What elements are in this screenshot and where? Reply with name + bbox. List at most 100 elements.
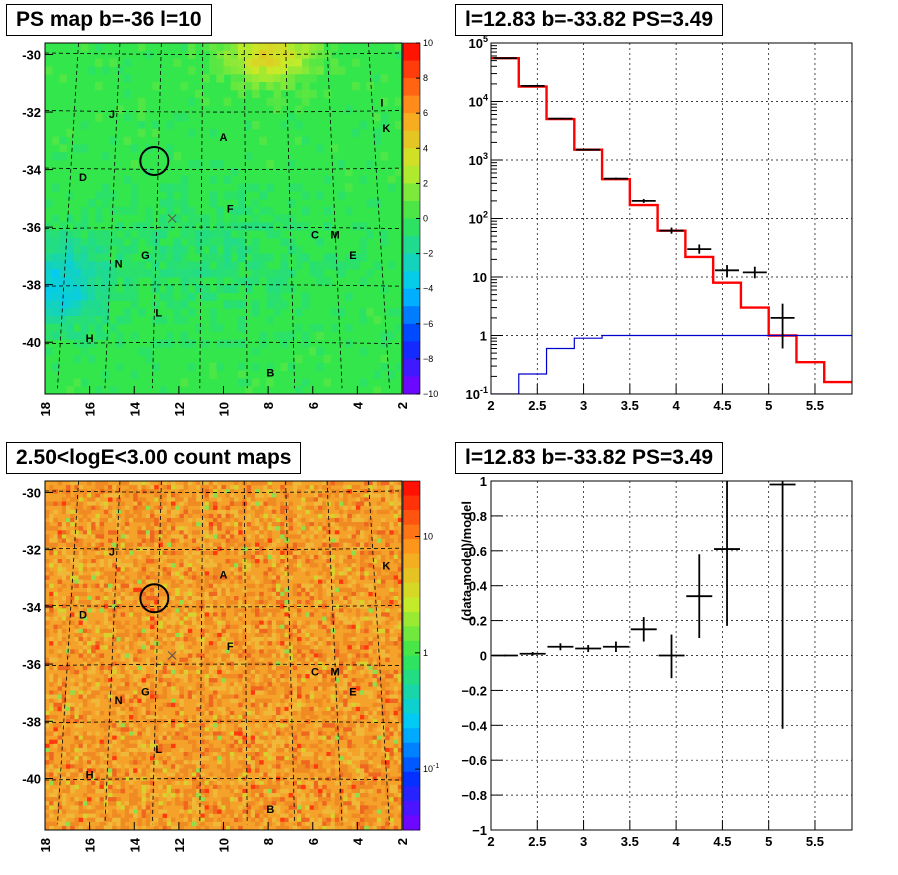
source-label-E: E <box>349 687 356 699</box>
source-label-H: H <box>86 770 94 782</box>
ps-circle <box>139 145 170 176</box>
x-tick-label: 5.5 <box>806 834 824 849</box>
colorbar-cell <box>403 553 420 569</box>
x-tick-label: 2 <box>487 834 494 849</box>
colorbar-cell <box>403 524 420 540</box>
source-label-A: A <box>220 132 228 144</box>
y-tick-label: 0.8 <box>469 509 487 524</box>
grid-parallel <box>45 226 402 230</box>
x-tick-label: 12 <box>172 402 187 416</box>
x-tick-label: 4 <box>673 398 681 413</box>
x-tick-label: 5.5 <box>806 398 824 413</box>
grid-meridian <box>151 43 162 389</box>
y-tick-label: -40 <box>22 335 41 350</box>
plot-area-3 <box>491 481 852 830</box>
colorbar-cell <box>403 113 420 132</box>
grid-meridian <box>104 43 121 389</box>
colorbar-label: −6 <box>423 319 433 329</box>
y-tick-label: −1 <box>472 823 487 838</box>
colorbar-cell <box>403 815 420 831</box>
colorbar-cell <box>403 495 420 511</box>
source-label-L: L <box>155 744 162 756</box>
grid-parallel <box>45 341 402 345</box>
grid-parallel <box>45 167 402 170</box>
y-tick-label: -32 <box>22 105 41 120</box>
x-tick-label: 2 <box>395 838 410 845</box>
y-tick-label: 10-1 <box>466 385 488 402</box>
series-line-0 <box>491 56 852 384</box>
grid-parallel <box>45 604 402 608</box>
colorbar-cell <box>403 597 420 613</box>
source-label-H: H <box>86 333 94 345</box>
colorbar-cell <box>403 757 420 773</box>
colorbar-cell <box>403 611 420 627</box>
x-tick-label: 4.5 <box>713 834 731 849</box>
y-tick-label: −0.4 <box>461 718 487 733</box>
source-label-K: K <box>382 123 390 135</box>
colorbar-cell <box>403 341 420 360</box>
colorbar-cell <box>403 655 420 671</box>
x-tick-label: 18 <box>38 838 53 852</box>
colorbar-label: 0 <box>423 214 428 224</box>
grid-meridian <box>199 43 204 389</box>
grid-meridian <box>326 481 343 825</box>
colorbar-cell <box>403 771 420 787</box>
colorbar-cell <box>403 43 420 62</box>
colorbar-cell <box>403 670 420 686</box>
grid-meridian <box>243 43 248 389</box>
y-tick-label: 10 <box>473 270 487 285</box>
x-tick-label: 3.5 <box>621 834 639 849</box>
x-tick-label: 6 <box>306 402 321 409</box>
grid-meridian <box>104 481 121 825</box>
x-tick-label: 16 <box>83 402 98 416</box>
colorbar-cell <box>403 713 420 729</box>
y-tick-label: -34 <box>22 163 42 178</box>
x-tick-label: 6 <box>306 838 321 845</box>
colorbar-cell <box>403 165 420 184</box>
grid-meridian <box>151 481 162 825</box>
x-tick-label: 5 <box>765 834 772 849</box>
colorbar-cell <box>403 800 420 816</box>
x-tick-label: 3.5 <box>621 398 639 413</box>
source-label-B: B <box>266 804 274 816</box>
source-label-G: G <box>141 687 150 699</box>
source-label-D: D <box>79 609 87 621</box>
source-label-J: J <box>109 546 115 558</box>
y-tick-label: 1 <box>480 474 487 489</box>
x-tick-label: 4 <box>673 834 681 849</box>
colorbar-label: −10 <box>423 389 438 399</box>
colorbar-cell <box>403 218 420 237</box>
colorbar-cell <box>403 271 420 290</box>
grid-meridian <box>326 43 343 389</box>
colorbar-cell <box>403 288 420 307</box>
colorbar-cell <box>403 323 420 342</box>
source-label-N: N <box>115 258 123 270</box>
y-tick-label: 0.2 <box>469 614 487 629</box>
y-tick-label: 103 <box>469 151 488 168</box>
x-tick-label: 3 <box>580 834 587 849</box>
x-tick-label: 8 <box>261 838 276 845</box>
grid-meridian <box>243 481 248 825</box>
source-label-C: C <box>311 667 319 679</box>
source-label-D: D <box>79 172 87 184</box>
colorbar-cell <box>403 130 420 149</box>
colorbar-cell <box>403 539 420 555</box>
y-tick-label: −0.6 <box>461 753 487 768</box>
x-tick-label: 14 <box>127 837 142 852</box>
colorbar-cell <box>403 684 420 700</box>
x-tick-label: 14 <box>127 401 142 416</box>
y-tick-label: -34 <box>22 600 42 615</box>
source-label-M: M <box>330 667 339 679</box>
colorbar-cell <box>403 786 420 802</box>
grid-meridian <box>57 43 79 389</box>
spectrum-title: l=12.83 b=-33.82 PS=3.49 <box>455 4 724 36</box>
source-label-C: C <box>311 230 319 242</box>
x-tick-label: 16 <box>83 838 98 852</box>
colorbar-cell <box>403 699 420 715</box>
colorbar-cell <box>403 200 420 219</box>
colorbar-cell <box>403 510 420 526</box>
x-tick-label: 10 <box>217 402 232 416</box>
y-tick-label: 0.4 <box>469 579 488 594</box>
colorbar-cell <box>403 640 420 656</box>
x-tick-label: 3 <box>580 398 587 413</box>
